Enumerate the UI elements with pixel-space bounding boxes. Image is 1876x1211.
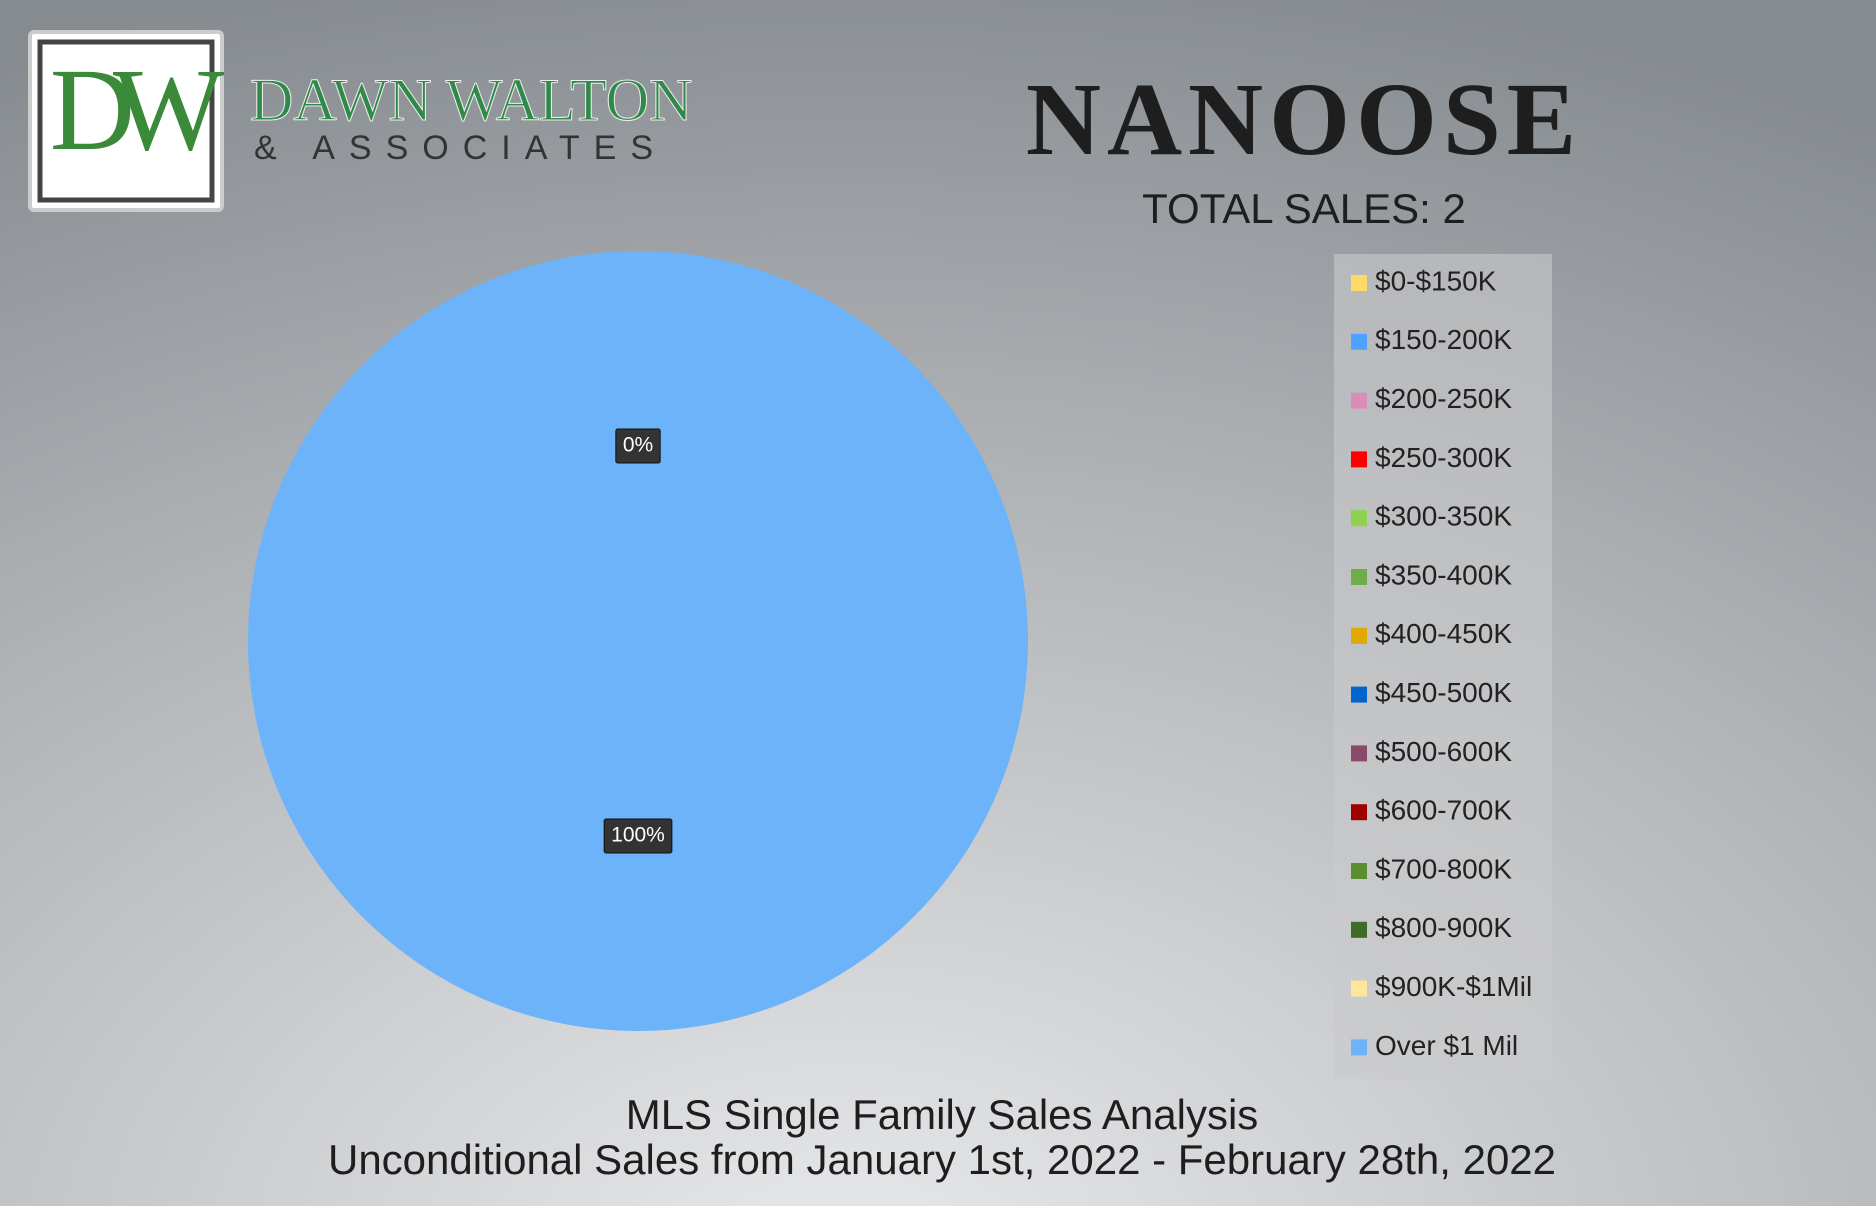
legend-label: $450-500K [1375,677,1512,708]
legend-swatch [1351,451,1367,468]
legend-label: $900K-$1Mil [1375,971,1532,1002]
logo-box [28,30,224,212]
legend-swatch [1351,392,1367,409]
legend-label: $600-700K [1375,795,1512,826]
legend-label: $400-450K [1375,618,1512,649]
logo-initials: DW [50,44,225,175]
legend-label: $500-600K [1375,736,1512,767]
data-label-box [615,428,661,464]
chart-subtitle: TOTAL SALES: 2 [1142,185,1466,232]
footer-line: Unconditional Sales from January 1st, 20… [328,1136,1556,1183]
legend-swatch [1351,804,1367,821]
legend-swatch [1351,1039,1367,1056]
legend-label: $700-800K [1375,853,1512,884]
legend-swatch [1351,921,1367,938]
legend-label: $200-250K [1375,383,1512,414]
legend-box [1334,254,1552,1079]
legend-swatch [1351,863,1367,879]
chart-title: NANOOSE [1026,62,1582,177]
legend-label: $300-350K [1375,501,1512,532]
legend-label: $0-$150K [1375,265,1497,296]
legend-label: $250-300K [1375,442,1512,473]
data-label-box [603,818,673,854]
legend-label: $800-900K [1375,912,1512,943]
legend-swatch [1351,627,1367,644]
pie-slice [248,251,1028,1031]
legend-swatch [1351,745,1367,762]
footer-line: MLS Single Family Sales Analysis [626,1091,1259,1138]
logo-name: DAWN WALTON [250,67,692,133]
data-label: 0% [623,434,653,457]
legend-label: $150-200K [1375,324,1512,355]
legend-swatch [1351,980,1367,997]
data-label: 100% [611,824,665,847]
legend-label: $350-400K [1375,559,1512,590]
logo-frame [37,39,215,203]
legend-swatch [1351,569,1367,585]
legend-label: Over $1 Mil [1375,1030,1518,1061]
legend-swatch [1351,333,1367,350]
legend-swatch [1351,510,1367,527]
logo-tagline: & ASSOCIATES [254,129,667,167]
legend-swatch [1351,686,1367,703]
legend-swatch [1351,275,1367,291]
